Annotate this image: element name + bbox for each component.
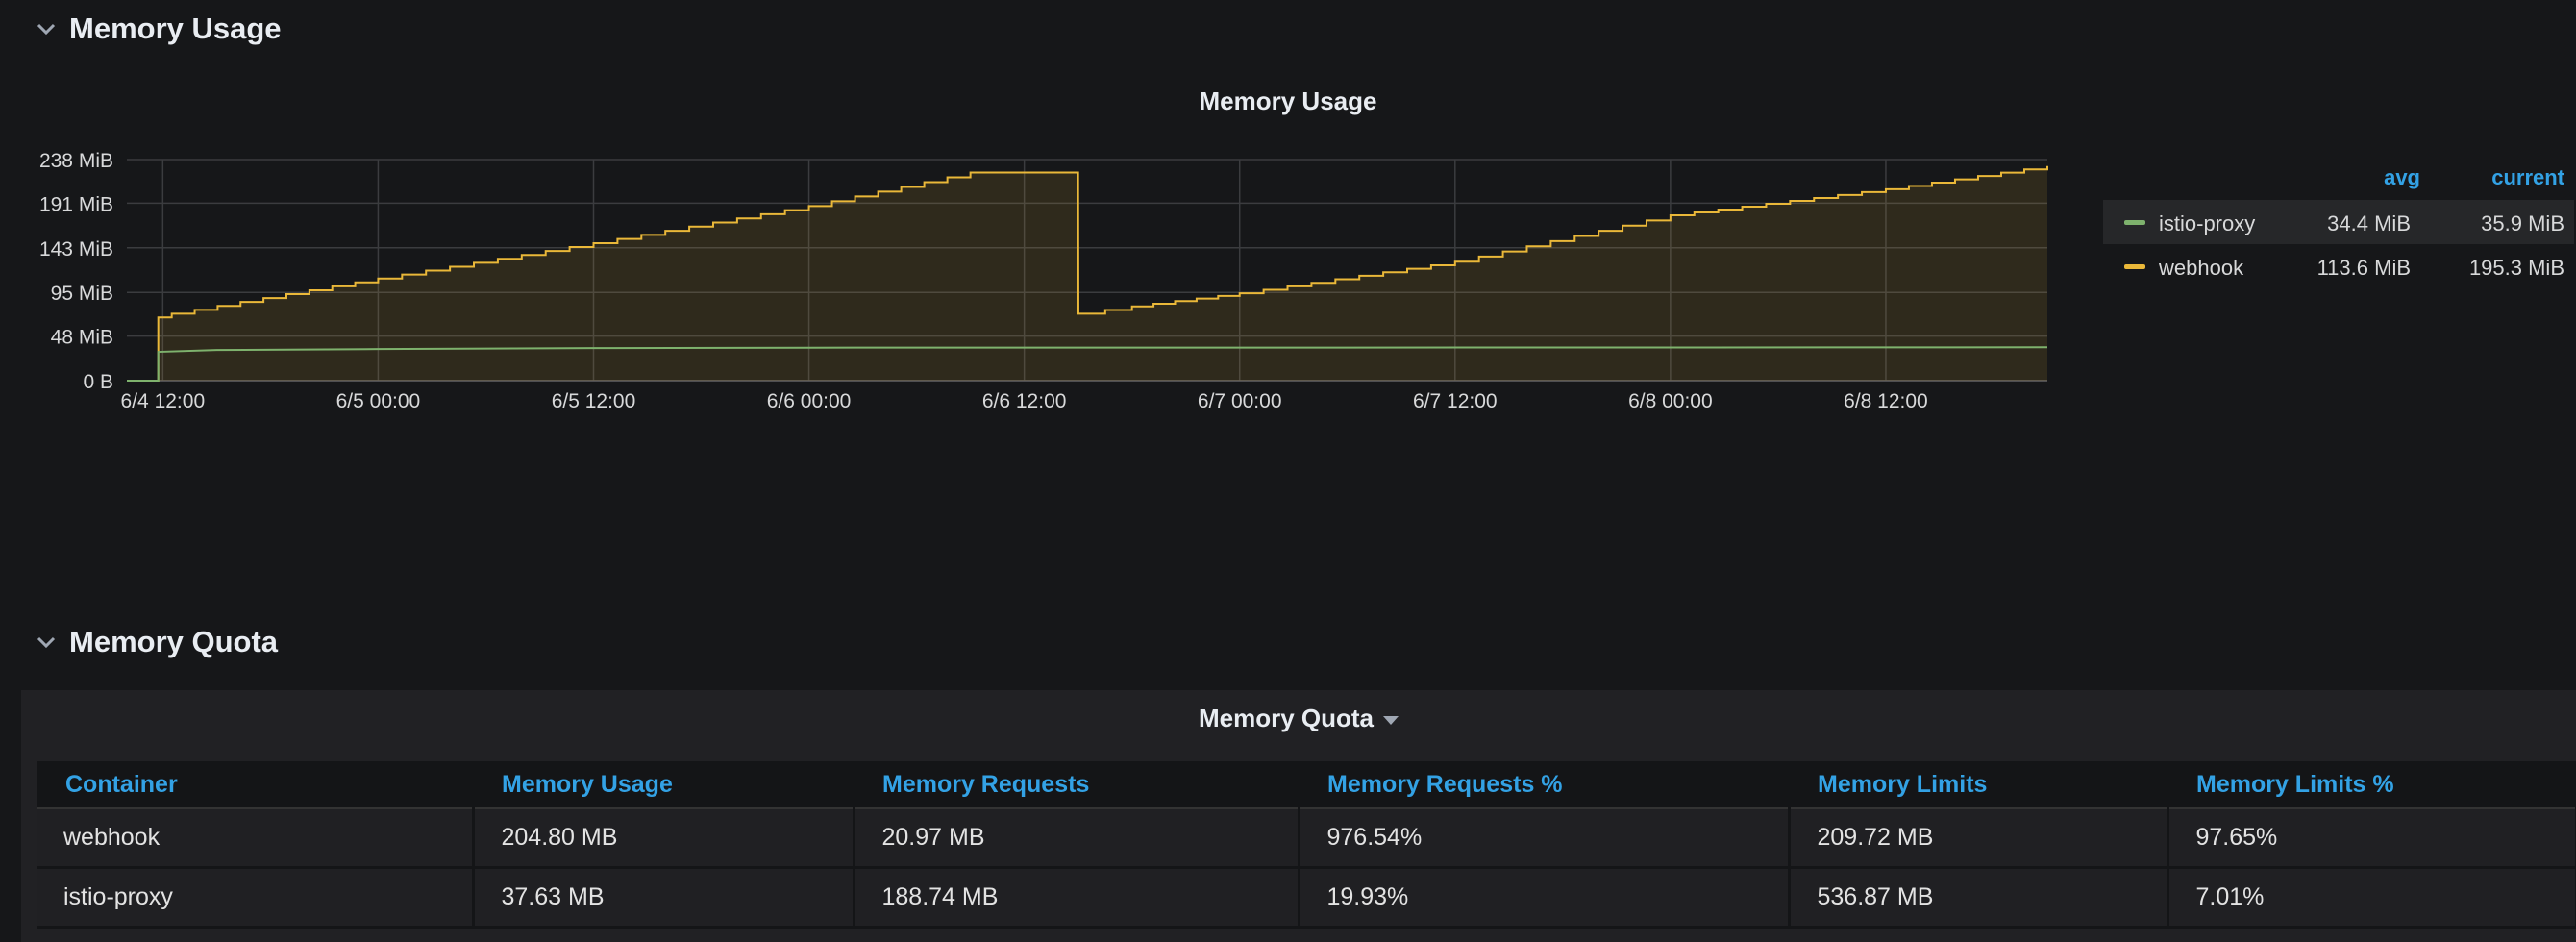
- legend-item[interactable]: webhook 113.6 MiB 195.3 MiB: [2103, 244, 2574, 288]
- table-header-row: Container Memory Usage Memory Requests M…: [37, 761, 2576, 809]
- legend-series-name[interactable]: webhook: [2159, 256, 2244, 280]
- row-header-memory-quota[interactable]: Memory Quota: [0, 613, 278, 671]
- column-header-memory-usage[interactable]: Memory Usage: [473, 761, 854, 809]
- table-cell: 7.01%: [2167, 867, 2576, 929]
- column-header-memory-limits-pct[interactable]: Memory Limits %: [2167, 761, 2576, 809]
- table-cell: 20.97 MB: [854, 808, 1300, 869]
- x-tick-label: 6/7 00:00: [1198, 390, 1282, 412]
- panel-title[interactable]: Memory Usage: [1199, 87, 1377, 115]
- table-cell: 976.54%: [1299, 808, 1791, 869]
- table-cell: 188.74 MB: [854, 867, 1300, 929]
- table-cell: 97.65%: [2167, 808, 2576, 869]
- table-row: webhook 204.80 MB 20.97 MB 976.54% 209.7…: [37, 808, 2576, 869]
- memory-usage-chart[interactable]: 0 B 48 MiB 95 MiB 143 MiB 191 MiB 238 MiB 6/4 …: [0, 67, 2095, 606]
- legend-avg-value: 34.4 MiB: [2327, 211, 2411, 236]
- legend-swatch: [2124, 220, 2145, 225]
- legend-current-value: 35.9 MiB: [2481, 211, 2564, 236]
- legend-avg-value: 113.6 MiB: [2316, 256, 2411, 280]
- memory-quota-table: Container Memory Usage Memory Requests M…: [37, 761, 2576, 929]
- column-header-memory-requests[interactable]: Memory Requests: [854, 761, 1299, 809]
- legend-col-current[interactable]: current: [2491, 165, 2564, 189]
- x-tick-label: 6/5 12:00: [552, 390, 636, 412]
- y-tick-label: 0 B: [83, 371, 113, 393]
- y-tick-label: 191 MiB: [39, 193, 113, 215]
- panel-title[interactable]: Memory Quota: [1198, 704, 1375, 732]
- x-tick-label: 6/8 12:00: [1844, 390, 1928, 412]
- column-header-container[interactable]: Container: [37, 761, 473, 809]
- series-area-webhook: [127, 165, 2047, 381]
- chevron-down-icon[interactable]: [27, 10, 65, 48]
- chevron-down-icon[interactable]: [27, 623, 65, 661]
- x-tick-label: 6/5 00:00: [336, 390, 421, 412]
- caret-down-icon[interactable]: [1383, 715, 1399, 725]
- legend-col-avg[interactable]: avg: [2384, 165, 2420, 189]
- series-line-istio-proxy: [127, 346, 2048, 382]
- row-header-memory-usage[interactable]: Memory Usage: [0, 0, 282, 58]
- chart-legend: avg current istio-proxy 34.4 MiB 35.9 Mi…: [2103, 154, 2574, 288]
- legend-series-name[interactable]: istio-proxy: [2159, 211, 2256, 236]
- table-cell: 204.80 MB: [473, 808, 855, 869]
- x-tick-label: 6/4 12:00: [121, 390, 206, 412]
- panel-title-wrap[interactable]: Memory Quota: [21, 704, 2576, 733]
- y-tick-label: 238 MiB: [39, 150, 113, 172]
- legend-swatch: [2124, 264, 2145, 269]
- y-tick-label: 143 MiB: [39, 238, 113, 260]
- row-title: Memory Usage: [69, 12, 282, 45]
- table-cell: 536.87 MB: [1789, 867, 2169, 929]
- legend-header: avg current: [2103, 154, 2574, 200]
- legend-item[interactable]: istio-proxy 34.4 MiB 35.9 MiB: [2103, 200, 2574, 244]
- y-tick-label: 48 MiB: [51, 327, 113, 349]
- row-title: Memory Quota: [69, 625, 279, 658]
- table-cell: istio-proxy: [37, 867, 475, 929]
- x-tick-label: 6/8 00:00: [1628, 390, 1713, 412]
- table-cell: 19.93%: [1299, 867, 1791, 929]
- table-row: istio-proxy 37.63 MB 188.74 MB 19.93% 53…: [37, 867, 2576, 929]
- table-cell: 37.63 MB: [473, 867, 855, 929]
- column-header-memory-limits[interactable]: Memory Limits: [1789, 761, 2167, 809]
- x-tick-label: 6/6 00:00: [767, 390, 852, 412]
- memory-usage-panel: Memory Usage 0 B 48 MiB 95 MiB 143 MiB 191 M…: [0, 67, 2576, 558]
- memory-quota-panel: Memory Quota Container Memory Usage Memo…: [21, 690, 2576, 942]
- x-tick-label: 6/6 12:00: [982, 390, 1067, 412]
- x-tick-label: 6/7 12:00: [1413, 390, 1498, 412]
- column-header-memory-requests-pct[interactable]: Memory Requests %: [1299, 761, 1789, 809]
- y-tick-label: 95 MiB: [51, 283, 113, 305]
- table-cell: 209.72 MB: [1789, 808, 2169, 869]
- table-cell: webhook: [37, 808, 475, 869]
- series-line-webhook: [127, 165, 2048, 382]
- legend-current-value: 195.3 MiB: [2468, 256, 2564, 280]
